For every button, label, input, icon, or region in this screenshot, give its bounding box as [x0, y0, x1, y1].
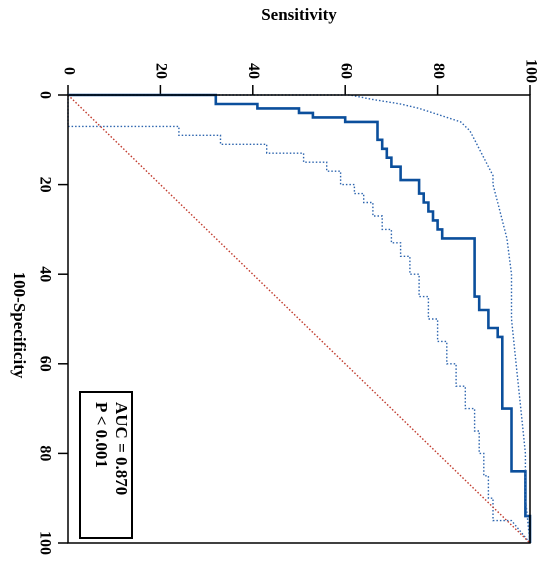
ticks-layer: 0 20 40 60 80 100 0 20 40 60 80 100: [36, 59, 539, 555]
left-tick-label-3: 60: [36, 356, 53, 372]
reference-line: [67, 94, 531, 544]
top-tick-label-0: 0: [60, 67, 77, 75]
series-layer: [67, 93, 532, 544]
left-tick-label-2: 40: [36, 266, 53, 282]
top-tick-label-3: 60: [338, 63, 355, 79]
ci-lower-curve: [67, 95, 531, 544]
plot-border: [67, 94, 531, 544]
left-tick-label-4: 80: [36, 445, 53, 461]
top-tick-label-4: 80: [430, 63, 447, 79]
ci-upper-curve: [68, 94, 531, 544]
left-tick-label-5: 100: [36, 531, 53, 555]
annotation-border: [79, 391, 133, 539]
annotation-box: AUC = 0.870 P < 0.001: [79, 391, 133, 539]
x-axis-title: 100-Specificity: [10, 272, 29, 379]
p-value-annotation: P < 0.001: [92, 402, 111, 468]
left-tick-label-1: 20: [36, 177, 53, 193]
roc-curve: [68, 93, 532, 543]
top-tick-label-2: 40: [245, 63, 262, 79]
auc-annotation: AUC = 0.870: [112, 402, 131, 495]
y-axis-title: Sensitivity: [261, 5, 337, 24]
left-tick-label-0: 0: [36, 91, 53, 99]
top-tick-label-1: 20: [153, 63, 170, 79]
top-tick-label-5: 100: [522, 59, 539, 83]
